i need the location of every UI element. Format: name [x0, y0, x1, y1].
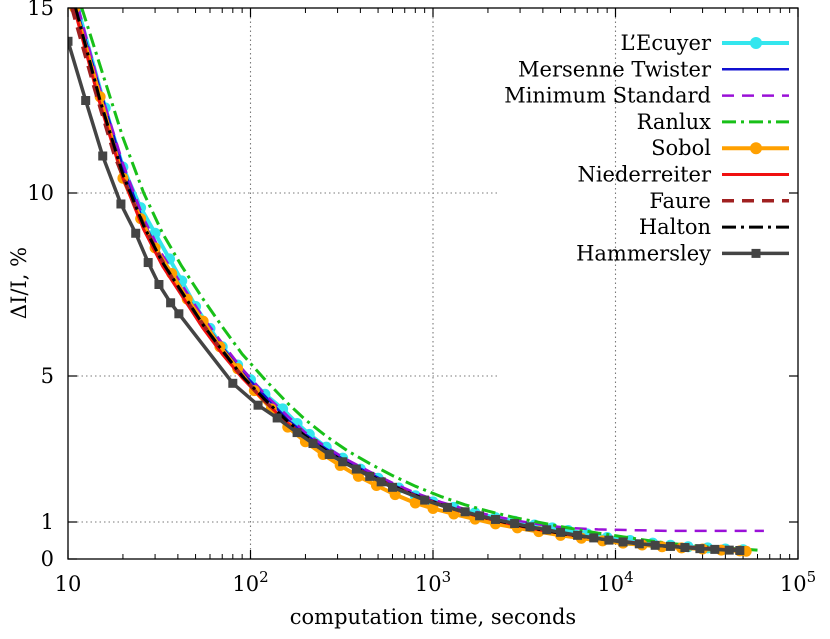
data-point: [556, 527, 566, 537]
data-point: [420, 495, 430, 505]
series-2: [77, 8, 764, 533]
legend-item: L’Ecuyer: [620, 31, 789, 55]
x-tick-label: 102: [232, 568, 268, 596]
legend-label: Halton: [639, 215, 711, 239]
legend-item: Ranlux: [637, 110, 789, 134]
data-point: [634, 539, 644, 549]
data-point: [324, 449, 334, 459]
data-point: [442, 502, 452, 512]
data-point: [490, 514, 500, 524]
data-point: [81, 96, 91, 105]
data-point: [365, 471, 375, 481]
legend-label: Sobol: [651, 136, 711, 160]
legend-label: Minimum Standard: [504, 84, 711, 108]
data-point: [409, 497, 421, 509]
data-point: [292, 428, 302, 438]
data-point: [389, 489, 401, 501]
x-tick-label: 10: [55, 572, 82, 596]
legend-item: Niederreiter: [577, 163, 789, 187]
y-axis-label: ΔI/I, %: [7, 247, 31, 319]
data-point: [68, 36, 73, 46]
x-tick-label: 105: [780, 568, 816, 596]
data-point: [427, 502, 439, 514]
data-point: [154, 280, 164, 289]
legend-marker: [750, 37, 762, 49]
data-point: [695, 544, 705, 554]
data-point: [475, 511, 485, 521]
y-tick-label: 1: [41, 510, 54, 534]
data-point: [131, 228, 141, 238]
data-point: [680, 543, 690, 553]
data-point: [710, 544, 720, 554]
legend-item: Mersenne Twister: [518, 57, 789, 81]
data-point: [308, 439, 318, 449]
data-point: [650, 540, 660, 550]
data-point: [143, 258, 153, 268]
x-tick-labels: 10 102 103 104 105: [55, 568, 817, 596]
data-point: [460, 507, 470, 517]
data-point: [272, 413, 282, 423]
data-point: [338, 457, 348, 467]
x-tick-label: 104: [597, 568, 633, 596]
data-point: [174, 309, 184, 319]
data-point: [542, 525, 552, 535]
legend-label: Niederreiter: [577, 163, 711, 187]
legend-label: Mersenne Twister: [518, 57, 712, 81]
data-point: [253, 400, 263, 410]
series-3: [80, 8, 758, 552]
series-line: [80, 8, 758, 552]
legend-item: Sobol: [651, 136, 789, 160]
data-point: [589, 533, 599, 543]
legend-label: Hammersley: [576, 241, 711, 265]
data-point: [228, 378, 238, 388]
series-layer: [68, 8, 764, 557]
data-point: [735, 545, 745, 555]
data-point: [525, 522, 535, 532]
legend-label: Faure: [649, 189, 711, 213]
y-tick-label: 10: [27, 181, 54, 205]
x-tick-label: 103: [415, 568, 451, 596]
legend-marker: [751, 248, 761, 258]
y-tick-label: 15: [27, 0, 54, 20]
data-point: [665, 541, 675, 551]
legend-item: Hammersley: [576, 241, 789, 265]
data-point: [388, 482, 398, 492]
legend-item: Faure: [649, 189, 789, 213]
grid-lines: [68, 8, 617, 559]
series-8: [68, 36, 745, 555]
y-tick-label: 0: [41, 547, 54, 571]
legend-marker: [750, 142, 762, 155]
legend-label: L’Ecuyer: [620, 31, 711, 55]
data-point: [573, 530, 583, 540]
legend-label: Ranlux: [637, 110, 712, 134]
legend-item: Halton: [639, 215, 789, 239]
data-point: [166, 298, 176, 308]
data-point: [116, 199, 126, 209]
plot-frame: [67, 7, 799, 560]
data-point: [510, 518, 520, 528]
data-point: [376, 477, 386, 487]
series-line: [77, 8, 764, 533]
x-axis-label: computation time, seconds: [290, 605, 576, 629]
legend-item: Minimum Standard: [504, 84, 789, 108]
data-point: [604, 535, 614, 545]
data-point: [98, 151, 108, 161]
data-point: [351, 464, 361, 474]
data-point: [618, 537, 628, 547]
y-tick-label: 5: [41, 364, 54, 388]
data-point: [724, 545, 734, 555]
